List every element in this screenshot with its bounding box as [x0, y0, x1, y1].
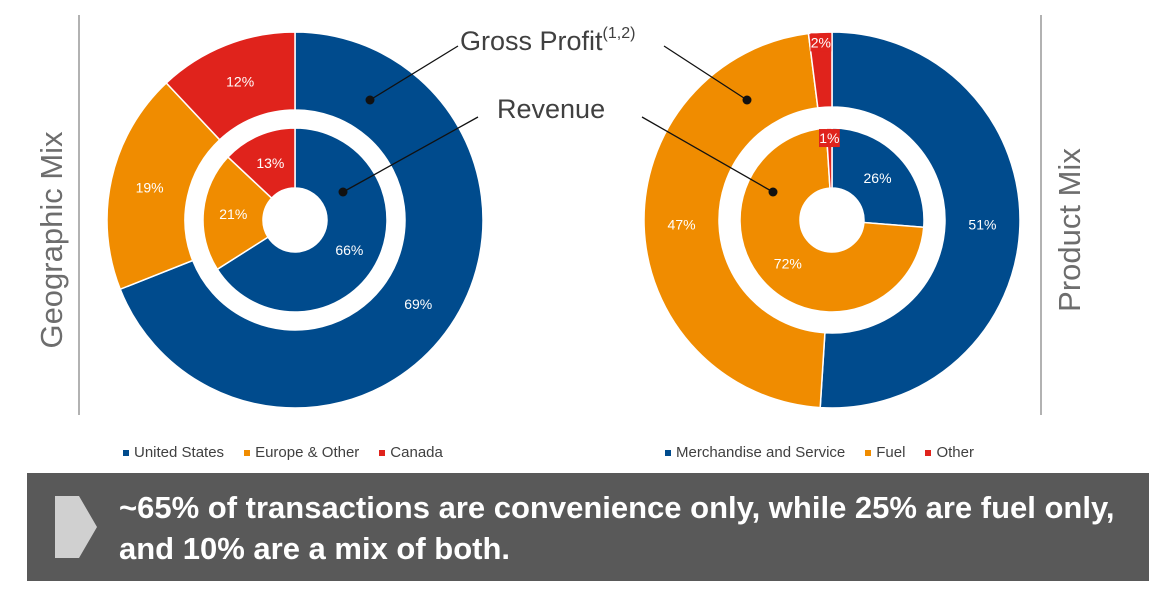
- leader-line: [342, 116, 479, 193]
- legend-item-europe-other: Europe & Other: [244, 444, 359, 461]
- legend-item-canada: Canada: [379, 444, 443, 461]
- chevron-arrow-icon: [55, 496, 97, 558]
- data-label: 26%: [864, 170, 892, 186]
- leader-line: [369, 45, 459, 101]
- legend-label: Other: [936, 444, 974, 461]
- leader-dot: [768, 187, 778, 197]
- data-label: 69%: [404, 296, 432, 312]
- donut-slice: [831, 127, 925, 229]
- revenue-callout: Revenue: [497, 94, 606, 124]
- donut-slice: [739, 127, 925, 313]
- donut-slice: [202, 155, 273, 271]
- data-label: 1%: [819, 130, 839, 146]
- donut-slice: [643, 32, 826, 409]
- data-label: 13%: [256, 155, 284, 171]
- legend-swatch-red: [925, 449, 932, 456]
- data-label: 2%: [811, 34, 831, 50]
- donut-slice: [119, 31, 484, 409]
- gross-profit-footnote: (1,2): [602, 25, 636, 42]
- donut-slice: [226, 127, 296, 200]
- donut-slice: [819, 31, 1021, 409]
- leader-dot: [742, 95, 752, 105]
- legend-product: Merchandise and Service Fuel Other: [665, 444, 974, 461]
- charts-area: 69% 19% 12% 66% 21% 13% 51% 47% 2% 26% 72% 1% Geogr…: [34, 15, 1087, 415]
- data-label: 19%: [136, 179, 164, 195]
- donut-slice: [216, 127, 388, 313]
- legend-item-fuel: Fuel: [865, 444, 905, 461]
- legend-label: Merchandise and Service: [676, 444, 846, 461]
- data-label: 47%: [668, 217, 696, 233]
- leader-line: [641, 116, 774, 193]
- data-label: 12%: [226, 73, 254, 89]
- legend-label: Fuel: [876, 444, 906, 461]
- data-label: 21%: [219, 206, 247, 222]
- data-label-box: [818, 129, 840, 148]
- legend-label: Canada: [390, 444, 443, 461]
- data-label: 66%: [335, 242, 363, 258]
- banner-text: ~65% of transactions are convenience onl…: [119, 490, 1115, 566]
- legend-swatch-blue: [123, 449, 129, 456]
- leader-dot: [338, 187, 348, 197]
- legend-item-merchandise: Merchandise and Service: [665, 444, 845, 461]
- legend-swatch-red: [379, 449, 386, 456]
- gross-profit-callout: Gross Profit(1,2): [460, 25, 635, 57]
- leader-line: [663, 45, 748, 101]
- legend-swatch-orange: [865, 449, 872, 456]
- data-label: 51%: [968, 217, 996, 233]
- legend-swatch-orange: [244, 449, 251, 456]
- donut-charts: 69% 19% 12% 66% 21% 13% 51% 47% 2% 26% 72% 1%: [78, 15, 1042, 415]
- data-label-box: [810, 33, 832, 52]
- legend-item-united-states: United States: [123, 444, 224, 461]
- legend-label: Europe & Other: [255, 444, 360, 461]
- gross-profit-label: Gross Profit: [460, 26, 603, 56]
- product-mix-title: Product Mix: [1052, 148, 1087, 312]
- legend-label: United States: [134, 444, 225, 461]
- geographic-mix-title: Geographic Mix: [34, 131, 69, 349]
- data-label: 72%: [774, 255, 802, 271]
- key-takeaway-banner: ~65% of transactions are convenience onl…: [27, 473, 1149, 581]
- legend-item-other: Other: [925, 444, 974, 461]
- legend-swatch-blue: [665, 449, 671, 456]
- legend-geographic: United States Europe & Other Canada: [123, 444, 443, 461]
- leader-dot: [365, 95, 375, 105]
- donut-slice: [165, 31, 296, 141]
